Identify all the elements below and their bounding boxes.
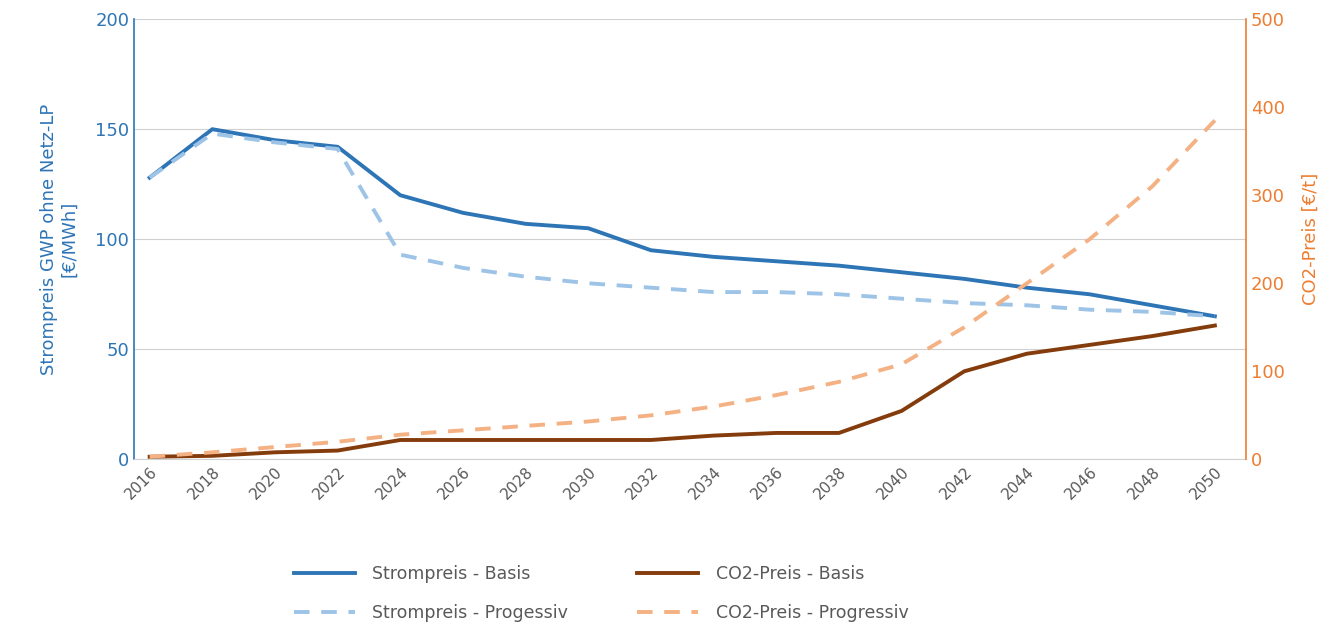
Strompreis - Progessiv xyxy=(330,145,346,153)
Line: CO2-Preis - Basis: CO2-Preis - Basis xyxy=(150,325,1215,457)
CO2-Preis - Progressiv xyxy=(1207,117,1223,124)
CO2-Preis - Basis xyxy=(706,432,722,440)
CO2-Preis - Basis xyxy=(894,407,910,415)
Strompreis - Progessiv xyxy=(204,130,220,137)
CO2-Preis - Basis xyxy=(330,447,346,454)
Strompreis - Basis xyxy=(1144,301,1160,309)
CO2-Preis - Progressiv xyxy=(831,378,847,386)
CO2-Preis - Basis xyxy=(393,436,409,444)
CO2-Preis - Basis xyxy=(831,429,847,437)
CO2-Preis - Progressiv xyxy=(643,412,659,419)
Strompreis - Progessiv xyxy=(706,288,722,296)
Strompreis - Progessiv xyxy=(517,273,533,281)
Strompreis - Progessiv xyxy=(393,251,409,258)
Strompreis - Basis xyxy=(768,257,784,265)
CO2-Preis - Basis xyxy=(1081,341,1097,349)
CO2-Preis - Progressiv xyxy=(142,453,158,461)
Strompreis - Progessiv xyxy=(1018,301,1034,309)
CO2-Preis - Progressiv xyxy=(454,426,470,434)
Line: Strompreis - Progessiv: Strompreis - Progessiv xyxy=(150,133,1215,316)
Strompreis - Basis xyxy=(330,143,346,151)
CO2-Preis - Basis xyxy=(204,452,220,459)
Strompreis - Progessiv xyxy=(580,279,596,287)
CO2-Preis - Progressiv xyxy=(393,431,409,438)
CO2-Preis - Progressiv xyxy=(580,418,596,426)
Strompreis - Basis xyxy=(957,275,973,283)
Strompreis - Progessiv xyxy=(894,295,910,302)
Strompreis - Progessiv xyxy=(1144,308,1160,316)
CO2-Preis - Basis xyxy=(517,436,533,444)
CO2-Preis - Progressiv xyxy=(1144,182,1160,190)
Strompreis - Basis xyxy=(517,220,533,228)
Strompreis - Basis xyxy=(580,225,596,232)
Strompreis - Progessiv xyxy=(142,174,158,181)
Y-axis label: CO2-Preis [€/t]: CO2-Preis [€/t] xyxy=(1301,173,1320,306)
CO2-Preis - Basis xyxy=(643,436,659,444)
Strompreis - Basis xyxy=(1207,313,1223,320)
CO2-Preis - Basis xyxy=(142,453,158,461)
CO2-Preis - Basis xyxy=(1018,350,1034,357)
Legend: Strompreis - Basis, Strompreis - Progessiv, CO2-Preis - Basis, CO2-Preis - Progr: Strompreis - Basis, Strompreis - Progess… xyxy=(293,565,909,621)
Line: Strompreis - Basis: Strompreis - Basis xyxy=(150,129,1215,316)
CO2-Preis - Progressiv xyxy=(204,449,220,456)
CO2-Preis - Basis xyxy=(957,367,973,375)
CO2-Preis - Progressiv xyxy=(330,438,346,445)
Strompreis - Progessiv xyxy=(267,138,283,146)
Strompreis - Basis xyxy=(204,125,220,133)
Strompreis - Progessiv xyxy=(768,288,784,296)
CO2-Preis - Progressiv xyxy=(706,403,722,410)
Strompreis - Basis xyxy=(142,174,158,181)
CO2-Preis - Progressiv xyxy=(267,443,283,451)
Strompreis - Progessiv xyxy=(1207,313,1223,320)
Strompreis - Progessiv xyxy=(1081,306,1097,313)
Strompreis - Basis xyxy=(1081,290,1097,298)
CO2-Preis - Progressiv xyxy=(957,323,973,331)
Strompreis - Basis xyxy=(706,253,722,261)
Strompreis - Progessiv xyxy=(957,299,973,307)
CO2-Preis - Progressiv xyxy=(894,360,910,368)
Strompreis - Basis xyxy=(894,269,910,276)
Strompreis - Basis xyxy=(643,246,659,254)
CO2-Preis - Basis xyxy=(768,429,784,437)
Strompreis - Progessiv xyxy=(831,290,847,298)
Y-axis label: Strompreis GWP ohne Netz-LP
[€/MWh]: Strompreis GWP ohne Netz-LP [€/MWh] xyxy=(40,103,78,375)
CO2-Preis - Basis xyxy=(454,436,470,444)
CO2-Preis - Basis xyxy=(580,436,596,444)
Strompreis - Basis xyxy=(267,137,283,144)
CO2-Preis - Basis xyxy=(1144,332,1160,340)
Strompreis - Progessiv xyxy=(454,264,470,272)
CO2-Preis - Progressiv xyxy=(1018,279,1034,287)
Line: CO2-Preis - Progressiv: CO2-Preis - Progressiv xyxy=(150,121,1215,457)
Strompreis - Progessiv xyxy=(643,284,659,292)
CO2-Preis - Progressiv xyxy=(517,422,533,430)
Strompreis - Basis xyxy=(1018,284,1034,292)
CO2-Preis - Basis xyxy=(1207,322,1223,329)
Strompreis - Basis xyxy=(393,191,409,199)
CO2-Preis - Progressiv xyxy=(1081,235,1097,243)
Strompreis - Basis xyxy=(454,209,470,217)
CO2-Preis - Progressiv xyxy=(768,391,784,399)
Strompreis - Basis xyxy=(831,262,847,269)
CO2-Preis - Basis xyxy=(267,449,283,456)
